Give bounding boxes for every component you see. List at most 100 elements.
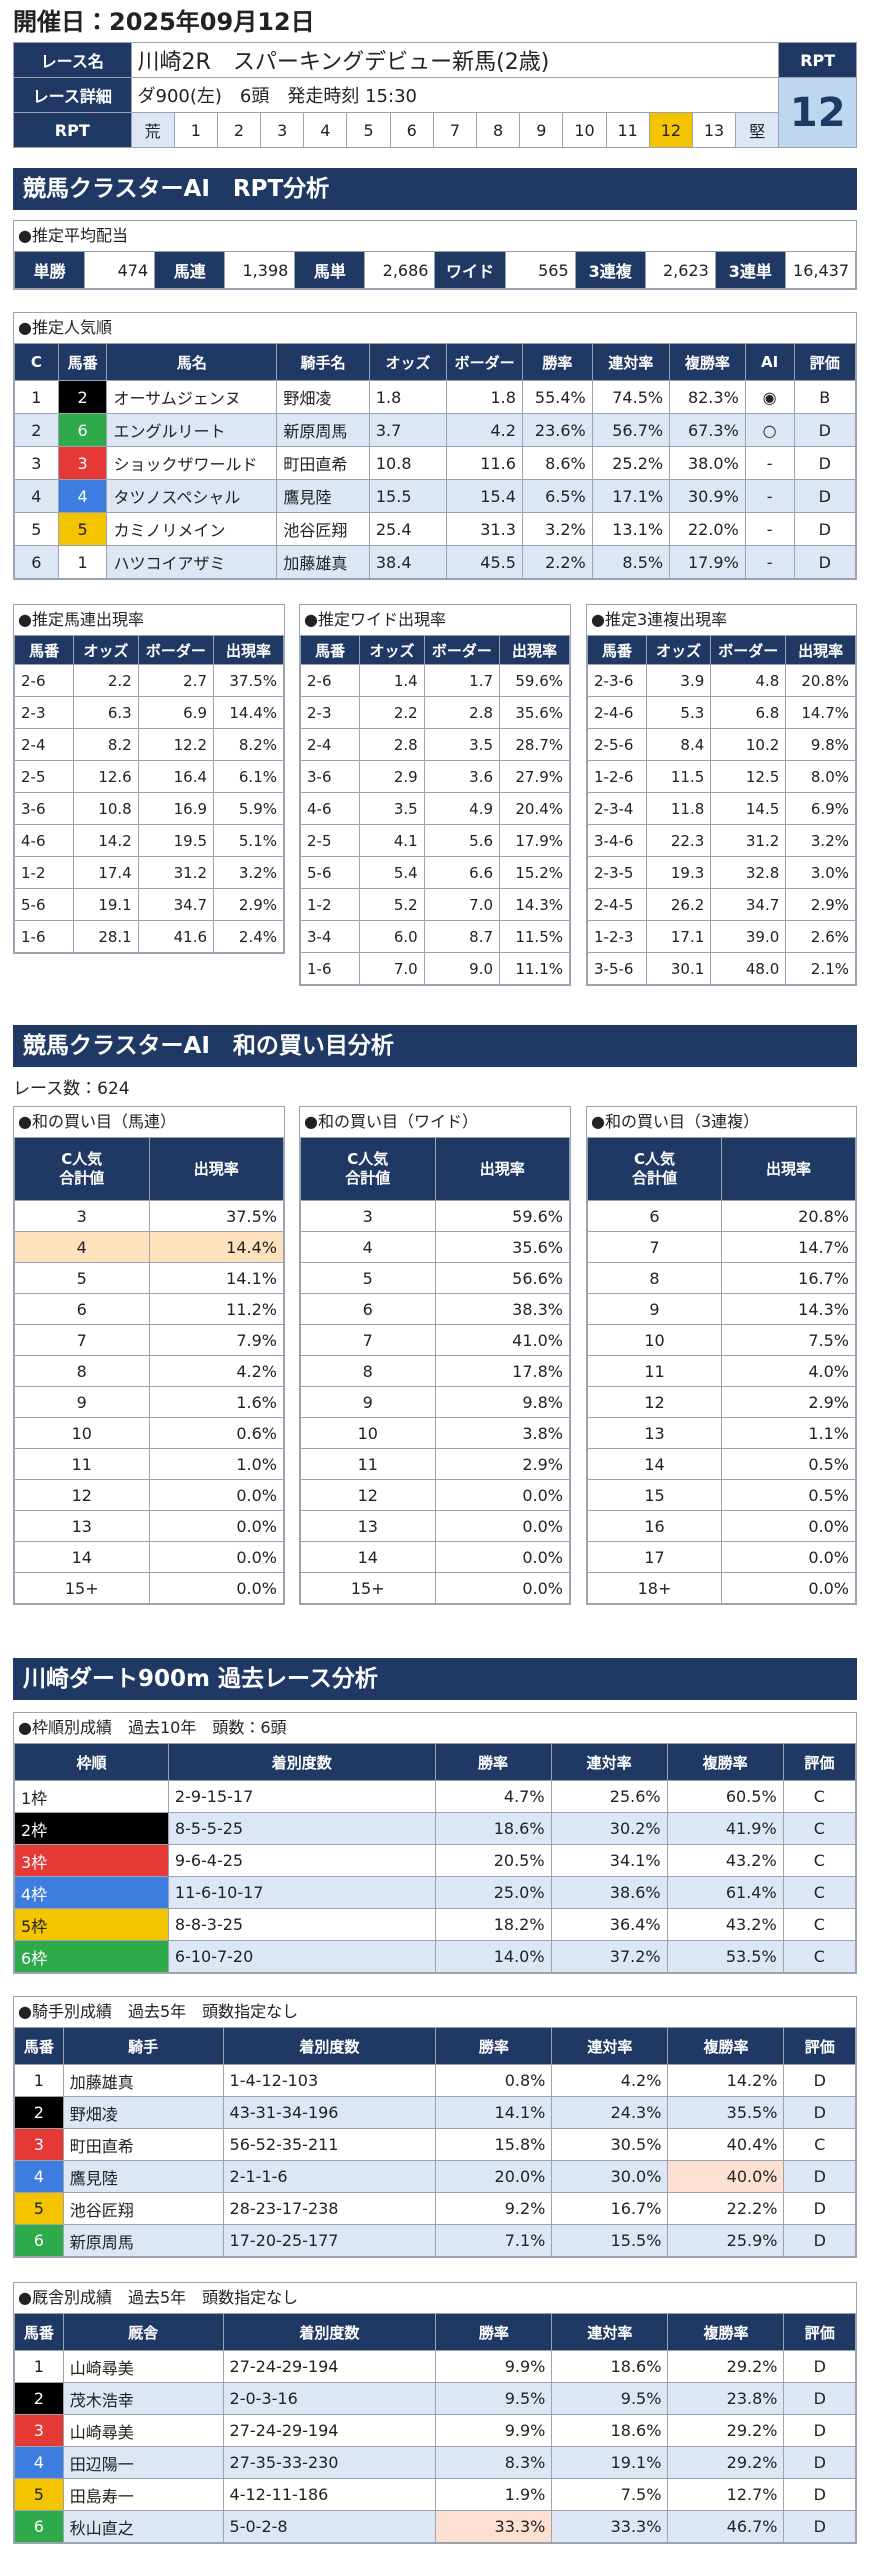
table-row: 10 3.8% [300,1417,570,1449]
cell: 2.9% [785,888,856,921]
cell: D [783,2510,856,2543]
cell: - [744,479,795,513]
cell: 25.9% [667,2224,785,2257]
cell: 4 [14,2160,64,2193]
cell: 3.6 [423,760,501,793]
cell: D [783,2224,856,2257]
cell: D [793,479,857,513]
cell: 池谷匠翔 [62,2192,224,2225]
cell: 1-2-3 [587,920,647,953]
cell: D [783,2160,856,2193]
table-row: 6 秋山直之 5-0-2-8 33.3% 33.3% 46.7% D [14,2510,856,2543]
cell: 3 [14,2128,64,2161]
cell: 10.8 [368,446,448,480]
rpt-scale-item: 堅 [735,112,780,148]
cell: D [783,2414,856,2447]
cell: D [783,2350,856,2383]
cell: 43-31-34-196 [222,2096,437,2129]
table-row: 5枠 8-8-3-25 18.2% 36.4% 43.2% C [14,1908,857,1941]
cell: 16.7% [551,2192,669,2225]
cell: 20.0% [435,2160,553,2193]
cell: 3.2% [785,824,856,857]
cell: 17.8% [434,1355,570,1387]
table-row: 13 0.0% [300,1510,570,1542]
cell: 2.4% [213,920,284,953]
cell: 1.4 [359,664,425,697]
data-table: 馬番 オッズ ボーダー 出現率 2-3-6 3.9 4.8 20.8% 2-4-6 5.3 6.8 1… [587,635,856,985]
cell: 9.9% [435,2350,553,2383]
cell: 55.4% [521,380,593,414]
column-header: 枠順 [14,1743,169,1781]
column-header: 評価 [782,1743,857,1781]
panel: ●推定3連複出現率 馬番 オッズ ボーダー 出現率 2-3-6 3.9 4.8 20.8% 2-4… [586,604,857,986]
cell: 4.1 [359,824,425,857]
label: レース詳細 [13,77,132,113]
section-title: 競馬クラスターAI 和の買い目分析 [13,1025,857,1067]
cell: 秋山直之 [62,2510,224,2543]
cell: 3 [14,1200,150,1232]
table-row: 4 4 タツノスペシャル 鷹見陸 15.5 15.4 6.5% 17.1% 30.9% - D [14,479,857,513]
cell: 30.0% [551,2160,669,2193]
cell: D [783,2446,856,2479]
table-row: 14 0.0% [300,1541,570,1573]
table-row: 6 20.8% [587,1200,856,1232]
cell: 0.8% [435,2064,553,2097]
cell: ハツコイアザミ [106,545,278,579]
cell: 5.2 [359,888,425,921]
cell: 22.3 [645,824,712,857]
cell: 43.2% [666,1908,784,1941]
cell: 12.5 [710,760,787,793]
cell: 5.9% [213,792,284,825]
cell: 2.8 [423,696,501,729]
data-table: C人気 合計値 出現率 6 20.8% 7 14.7% 8 16.7% 9 14.3% 10 7.5%… [587,1137,856,1604]
column-header: 連対率 [551,2313,669,2351]
panel: ●推定ワイド出現率 馬番 オッズ ボーダー 出現率 2-6 1.4 1.7 59.6% 2-3 2.… [299,604,571,986]
panel: ●推定人気順 C 馬番 馬名 騎手名 オッズ ボーダー 勝率 連対率 複勝率 AI 評価 1 2 オーサムジ… [13,312,857,580]
table-row: 14 0.5% [587,1448,856,1480]
table-row: 15 0.5% [587,1479,856,1511]
table-row: 1-2-6 11.5 12.5 8.0% [587,760,856,793]
cell: 38.3% [434,1293,570,1325]
cell: 0.0% [148,1510,284,1542]
table-row: 5-6 5.4 6.6 15.2% [299,856,570,889]
cell: 14.4% [213,696,284,729]
cell: 22.0% [669,512,746,546]
cell: 10 [587,1324,722,1356]
cell: 0.5% [721,1448,856,1480]
table-row: 4枠 11-6-10-17 25.0% 38.6% 61.4% C [14,1876,857,1909]
cell: 14.2 [73,824,139,857]
cell: 6 [14,2510,64,2543]
rpt-scale-item: 荒 [130,112,175,148]
cell: 28-23-17-238 [222,2192,437,2225]
cell: 12 [14,1479,150,1511]
cell: 0.0% [148,1572,284,1604]
cell: 11.8 [645,792,712,825]
cell: 田辺陽一 [62,2446,224,2479]
column-header: 複勝率 [667,2027,785,2065]
table-row: 3-4-6 22.3 31.2 3.2% [587,824,856,857]
table-row: 2-6 1.4 1.7 59.6% [299,664,570,697]
cell: 0.0% [434,1572,570,1604]
column-header: ボーダー [710,635,787,665]
cell: 15 [587,1479,722,1511]
cell: 38.6% [550,1876,668,1909]
cell: 27.9% [499,760,570,793]
column-header: C人気 合計値 [300,1137,436,1201]
cell: 2-5-6 [587,728,647,761]
cell: D [793,545,857,579]
cell: 14.1% [148,1262,284,1294]
cell: 2.2 [359,696,425,729]
payout-value: 2,686 [364,251,436,289]
cell: 鷹見陸 [62,2160,224,2193]
payout-value: 2,623 [644,251,716,289]
rpt-value: 12 [778,77,857,148]
cell: 9 [14,1386,150,1418]
cell: 59.6% [434,1200,570,1232]
cell: 3-6 [299,760,361,793]
cell: 9.9% [435,2414,553,2447]
cell: 30.9% [669,479,746,513]
date: 開催日：2025年09月12日 [13,8,315,36]
cell: 26.2 [645,888,712,921]
cell: 74.5% [591,380,671,414]
rpt-label: RPT [778,42,857,78]
